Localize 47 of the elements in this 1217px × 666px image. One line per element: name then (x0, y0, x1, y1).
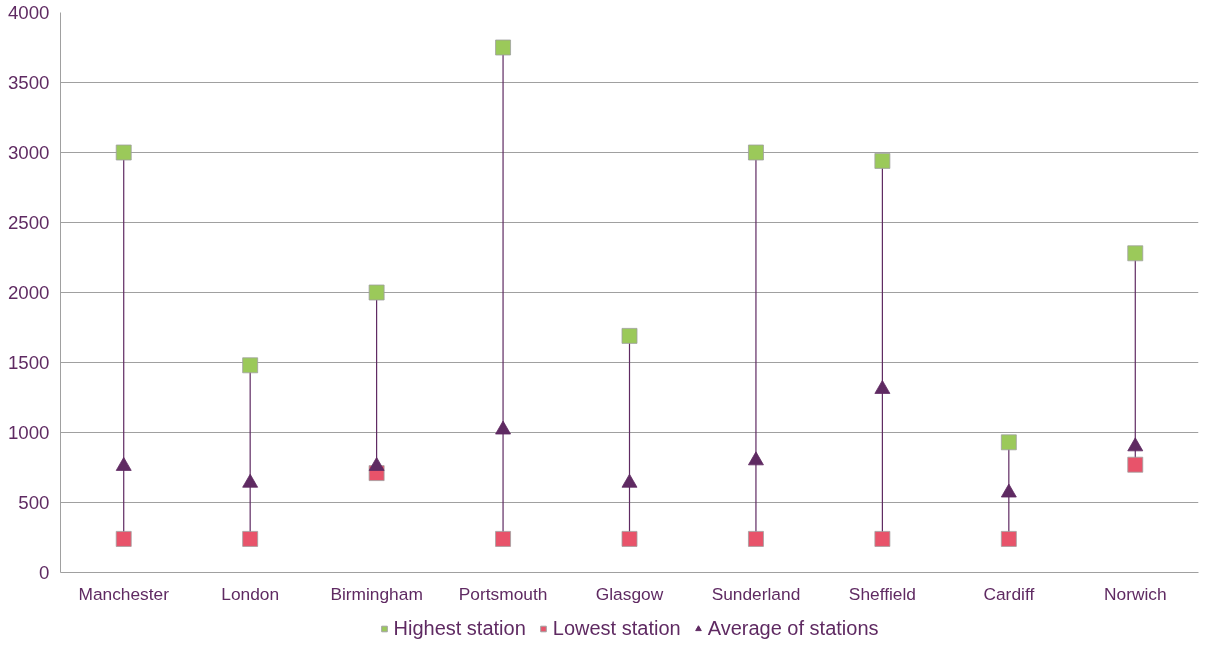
y-tick-label: 0 (39, 562, 50, 583)
point (748, 451, 764, 466)
y-tick-label: 3500 (8, 72, 50, 93)
x-tick-label: Portsmouth (458, 583, 548, 604)
y-tick-label: 500 (18, 492, 50, 513)
legend-label: Highest station (393, 616, 526, 640)
y-tick-label: 1500 (8, 352, 50, 373)
x-tick-label: London (221, 583, 280, 604)
point (621, 328, 638, 344)
point (495, 39, 511, 56)
point (1000, 483, 1017, 498)
point (495, 531, 511, 547)
y-tick-label: 1000 (8, 422, 50, 443)
y-tick-label: 2000 (8, 282, 50, 303)
legend-label: Average of stations (707, 616, 879, 640)
point (1000, 434, 1017, 451)
x-tick-label: Glasgow (595, 583, 664, 604)
x-tick-label: Birmingham (330, 583, 423, 604)
point (242, 357, 259, 374)
x-tick-label: Sheffield (848, 583, 916, 604)
point (748, 531, 764, 547)
y-tick-label: 2500 (8, 212, 50, 233)
point (874, 531, 891, 547)
point (368, 457, 385, 471)
point (874, 153, 891, 169)
x-tick-label: Cardiff (983, 583, 1035, 604)
point (115, 457, 132, 471)
point (1127, 245, 1144, 262)
x-tick-label: Sunderland (711, 583, 801, 604)
point (242, 531, 259, 547)
point (1127, 456, 1144, 473)
point (1127, 437, 1144, 452)
point (874, 380, 891, 394)
legend-label: Lowest station (552, 616, 681, 640)
x-tick-label: Manchester (78, 583, 170, 604)
y-tick-label: 4000 (8, 2, 50, 23)
point (242, 473, 259, 488)
point (1000, 531, 1017, 547)
point (748, 144, 764, 161)
point (621, 473, 638, 488)
point (368, 284, 385, 301)
point (495, 420, 511, 435)
point (115, 144, 132, 161)
x-tick-label: Norwich (1103, 583, 1167, 604)
y-tick-label: 3000 (8, 142, 50, 163)
point (621, 531, 638, 547)
point (115, 531, 132, 547)
